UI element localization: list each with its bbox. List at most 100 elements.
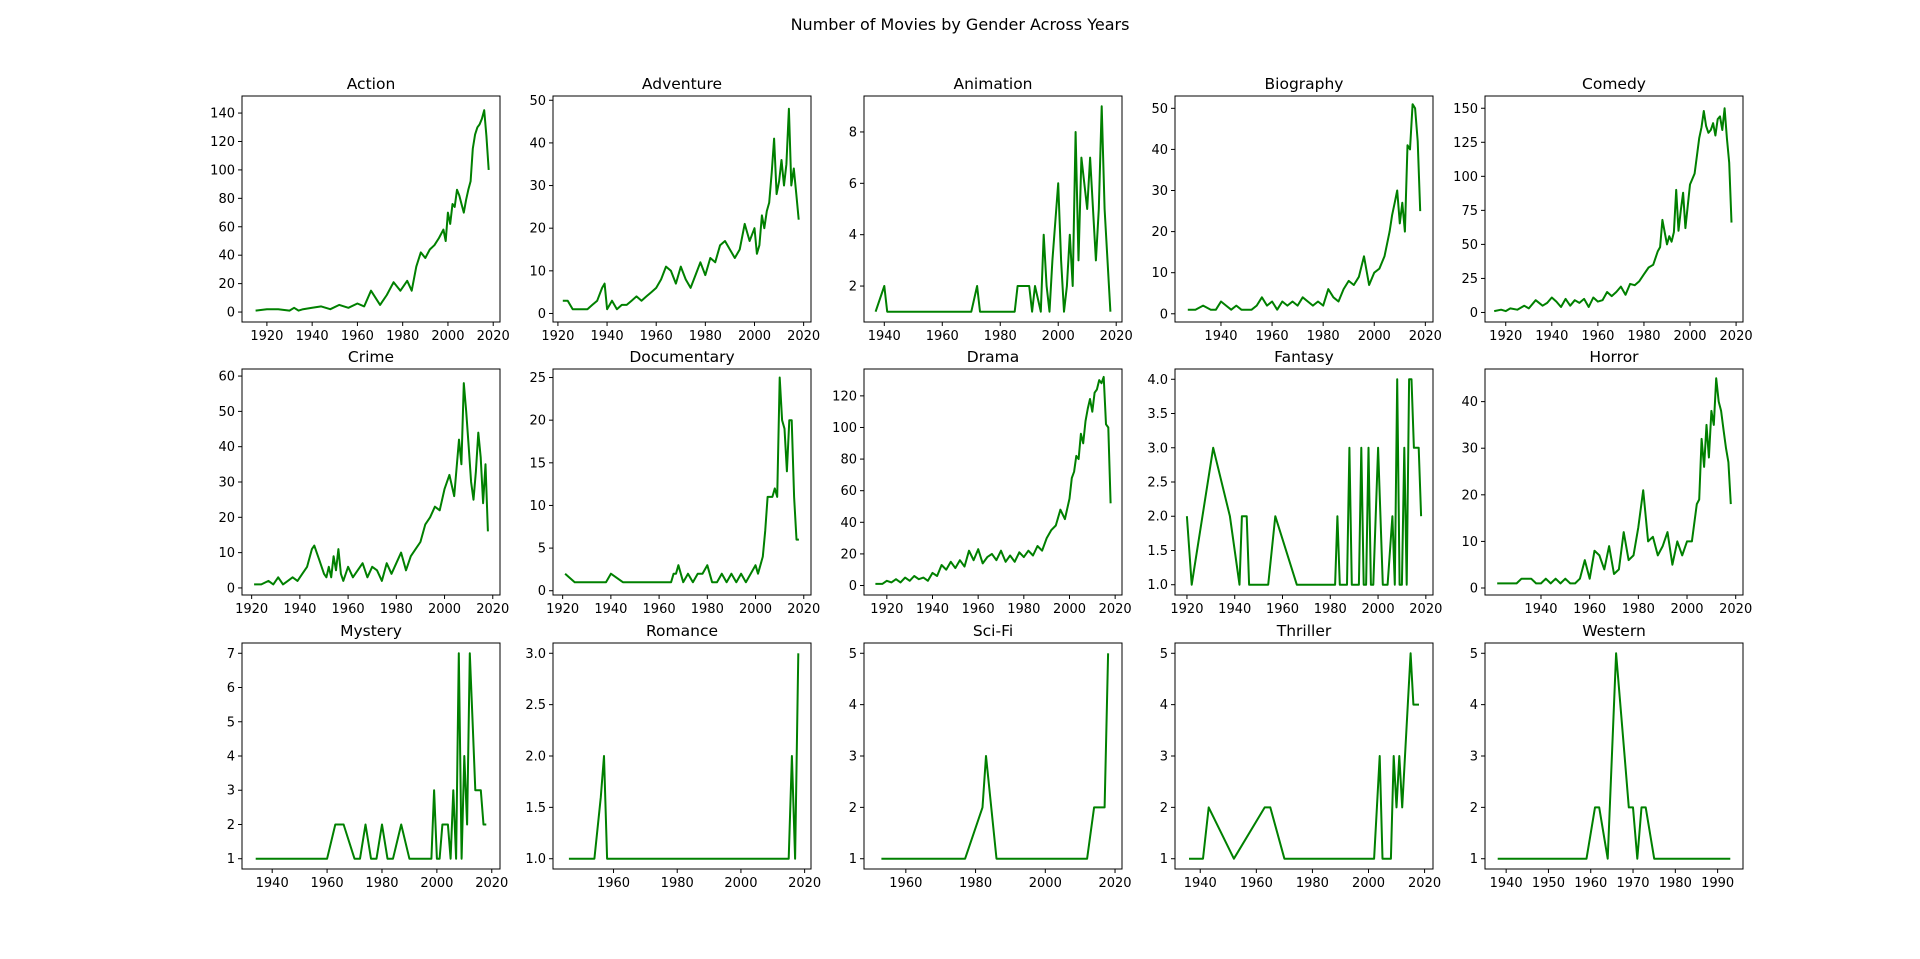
subplot-western: Western 1940 1950 1960 1970 1980 1990 1 2 3 4 5	[1470, 622, 1744, 891]
x-tick-label: 1920	[541, 329, 574, 344]
plot-frame	[1484, 642, 1744, 870]
series-line-animation	[874, 105, 1112, 313]
y-tick-label: 6	[227, 681, 235, 696]
subplot-fantasy: Fantasy 1920 1940 1960 1980 2000 2020 1.0 1.5 2.0…	[1147, 348, 1442, 617]
y-tick-label: 3	[1160, 750, 1168, 765]
x-tick-label: 1980	[959, 876, 992, 891]
x-tick-label: 2000	[428, 602, 461, 617]
y-tick-label: 2	[849, 801, 857, 816]
x-tick-label: 2000	[1352, 876, 1385, 891]
x-tick-label: 2020	[475, 876, 508, 891]
y-tick-label: 40	[218, 249, 235, 264]
x-tick-label: 1960	[1256, 329, 1289, 344]
y-tick-label: 0	[227, 306, 235, 321]
series-line-western	[1497, 652, 1731, 860]
y-tick-label: 2	[1470, 801, 1478, 816]
series-line-biography	[1187, 103, 1422, 311]
subplot-title: Fantasy	[1274, 348, 1334, 366]
subplot-title: Mystery	[340, 622, 402, 640]
y-tick-label: 125	[1453, 136, 1478, 151]
plot-frame	[863, 368, 1123, 596]
x-tick-label: 2020	[1409, 329, 1442, 344]
y-tick-label: 50	[1151, 102, 1168, 117]
series-line-comedy	[1494, 107, 1733, 313]
y-tick-label: 60	[840, 484, 857, 499]
y-tick-label: 4	[227, 750, 235, 765]
x-tick-label: 1940	[1218, 602, 1251, 617]
subplot-title: Crime	[348, 348, 394, 366]
x-tick-label: 1980	[1627, 329, 1660, 344]
y-tick-label: 40	[840, 516, 857, 531]
y-tick-label: 15	[529, 456, 546, 471]
x-tick-label: 1980	[1296, 876, 1329, 891]
y-tick-label: 3.0	[1147, 441, 1168, 456]
y-tick-label: 2	[849, 280, 857, 295]
x-tick-label: 2000	[724, 876, 757, 891]
subplot-thriller: Thriller 1940 1960 1980 2000 2020 1 2 3 4 5	[1160, 622, 1441, 891]
x-tick-label: 1920	[250, 329, 283, 344]
y-tick-label: 5	[1160, 647, 1168, 662]
y-tick-label: 40	[1461, 395, 1478, 410]
y-tick-label: 0	[849, 579, 857, 594]
x-tick-label: 1960	[889, 876, 922, 891]
y-tick-label: 2.0	[1147, 510, 1168, 525]
y-tick-label: 120	[210, 135, 235, 150]
y-tick-label: 3	[227, 784, 235, 799]
plot-frame	[1174, 95, 1434, 323]
y-tick-label: 30	[1151, 184, 1168, 199]
y-tick-label: 0	[1470, 306, 1478, 321]
y-tick-label: 50	[218, 405, 235, 420]
x-tick-label: 1960	[311, 876, 344, 891]
subplot-title: Comedy	[1582, 75, 1646, 93]
plot-frame	[1484, 95, 1744, 323]
y-tick-label: 20	[529, 222, 546, 237]
x-tick-label: 1980	[386, 329, 419, 344]
x-tick-label: 2020	[1098, 876, 1131, 891]
x-tick-label: 1980	[691, 602, 724, 617]
y-tick-label: 5	[849, 647, 857, 662]
x-tick-label: 1920	[1170, 602, 1203, 617]
y-tick-label: 4	[1160, 698, 1168, 713]
y-tick-label: 3.0	[525, 647, 546, 662]
subplot-romance: Romance 1960 1980 2000 2020 1.0 1.5 2.0 2.5 3.0	[525, 622, 821, 891]
x-tick-label: 2000	[420, 876, 453, 891]
y-tick-label: 3	[849, 750, 857, 765]
y-tick-label: 100	[1453, 170, 1478, 185]
y-tick-label: 30	[1461, 442, 1478, 457]
x-tick-label: 2000	[1673, 329, 1706, 344]
y-tick-label: 10	[529, 264, 546, 279]
x-tick-label: 1980	[1007, 602, 1040, 617]
y-tick-label: 2.5	[525, 698, 546, 713]
y-tick-label: 8	[849, 125, 857, 140]
x-tick-label: 2020	[1719, 602, 1752, 617]
x-tick-label: 1940	[594, 602, 627, 617]
x-tick-label: 1940	[1184, 876, 1217, 891]
x-tick-label: 2020	[1100, 329, 1133, 344]
y-tick-label: 1.0	[1147, 578, 1168, 593]
y-tick-label: 0	[1160, 307, 1168, 322]
subplot-title: Biography	[1265, 75, 1344, 93]
x-tick-label: 1940	[1490, 876, 1523, 891]
series-line-thriller	[1189, 652, 1419, 860]
y-tick-label: 4	[1470, 698, 1478, 713]
subplot-title: Western	[1582, 622, 1646, 640]
y-tick-label: 6	[849, 177, 857, 192]
x-tick-label: 1960	[926, 329, 959, 344]
y-tick-label: 0	[538, 307, 546, 322]
x-tick-label: 2000	[1362, 602, 1395, 617]
y-tick-label: 7	[227, 647, 235, 662]
subplot-title: Thriller	[1276, 622, 1332, 640]
x-tick-label: 1980	[365, 876, 398, 891]
y-tick-label: 20	[1151, 225, 1168, 240]
y-tick-label: 80	[218, 192, 235, 207]
plot-frame	[241, 368, 501, 596]
x-tick-label: 1960	[1240, 876, 1273, 891]
y-tick-label: 10	[1151, 266, 1168, 281]
subplot-adventure: Adventure 1920 1940 1960 1980 2000 2020 0 10 20 30…	[529, 75, 820, 344]
y-tick-label: 25	[529, 371, 546, 386]
x-tick-label: 1920	[546, 602, 579, 617]
plot-frame	[552, 368, 812, 596]
x-tick-label: 1980	[1659, 876, 1692, 891]
y-tick-label: 50	[529, 94, 546, 109]
x-tick-label: 1980	[661, 876, 694, 891]
